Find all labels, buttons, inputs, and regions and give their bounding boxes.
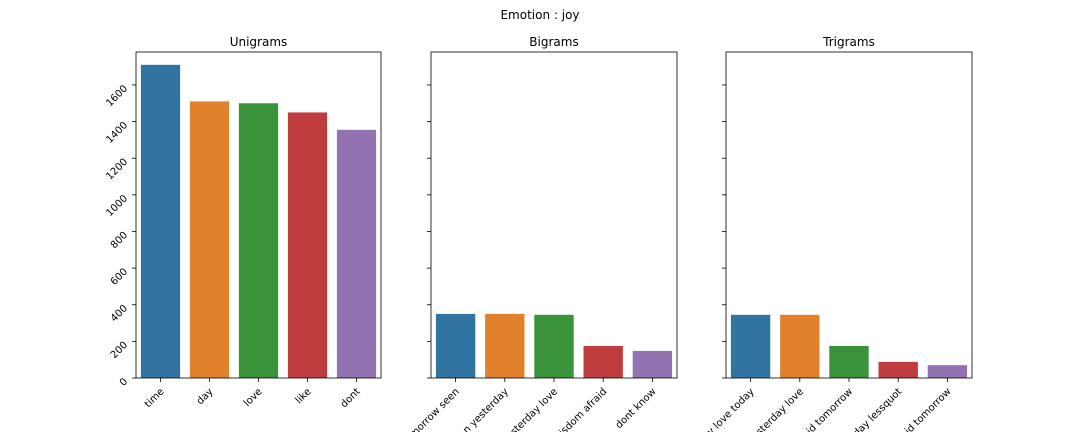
subplot-title: Trigrams bbox=[822, 35, 875, 49]
x-tick-label: love bbox=[242, 386, 265, 409]
x-tick-label: dont bbox=[339, 386, 363, 410]
subplot-title: Unigrams bbox=[230, 35, 288, 49]
bar-unigrams-4 bbox=[336, 129, 377, 378]
y-tick-label: 200 bbox=[109, 340, 130, 361]
y-tick-label: 1600 bbox=[104, 83, 130, 109]
x-tick-label: dont know bbox=[614, 386, 659, 431]
x-tick-label: morrow seen bbox=[408, 386, 462, 432]
bar-unigrams-2 bbox=[238, 103, 279, 378]
subplot-unigrams: Unigrams time day love like dont 0 200 400 600 800… bbox=[104, 35, 382, 410]
y-tick-label: 1000 bbox=[104, 193, 130, 219]
y-tick-label: 1200 bbox=[104, 157, 130, 183]
x-tick-label: y love today bbox=[705, 386, 756, 432]
x-tick-label: like bbox=[294, 386, 314, 406]
x-tick-label: id tomorrow bbox=[903, 386, 953, 432]
y-tick-label: 1400 bbox=[104, 120, 130, 146]
bar-bigrams-3 bbox=[583, 345, 623, 378]
plot-frame bbox=[135, 51, 382, 379]
x-tick-label: day bbox=[195, 386, 216, 407]
subplots: Unigrams time day love like dont 0 200 400 600 800… bbox=[104, 35, 973, 432]
bar-trigrams-2 bbox=[829, 345, 869, 378]
plot-frame bbox=[430, 51, 678, 379]
bar-unigrams-1 bbox=[189, 101, 230, 378]
x-tick-label: esterday love bbox=[750, 386, 806, 432]
x-tick-label: isdom afraid bbox=[557, 386, 609, 432]
y-tick-label: 0 bbox=[118, 376, 130, 388]
bar-bigrams-1 bbox=[485, 313, 525, 378]
y-tick-label: 400 bbox=[109, 303, 130, 324]
figure-title: Emotion : joy bbox=[500, 8, 579, 22]
bar-trigrams-4 bbox=[927, 365, 968, 378]
x-tick-label: n yesterday bbox=[461, 386, 511, 432]
bar-unigrams-3 bbox=[287, 112, 328, 378]
x-tick-label: esterday love bbox=[504, 386, 560, 432]
bar-trigrams-3 bbox=[878, 361, 918, 378]
bar-bigrams-0 bbox=[435, 313, 476, 378]
y-tick-label: 600 bbox=[109, 266, 130, 287]
bar-bigrams-4 bbox=[632, 350, 673, 378]
plot-frame bbox=[725, 51, 973, 379]
bar-unigrams-0 bbox=[140, 64, 181, 378]
bar-bigrams-2 bbox=[534, 314, 574, 378]
x-tick-label: id tomorrow bbox=[805, 386, 855, 432]
bar-trigrams-1 bbox=[780, 314, 820, 378]
y-tick-label: 800 bbox=[109, 230, 130, 251]
x-tick-label: day lessquot bbox=[852, 386, 905, 432]
subplot-title: Bigrams bbox=[529, 35, 578, 49]
x-tick-label: time bbox=[143, 386, 167, 410]
bar-trigrams-0 bbox=[730, 314, 771, 378]
